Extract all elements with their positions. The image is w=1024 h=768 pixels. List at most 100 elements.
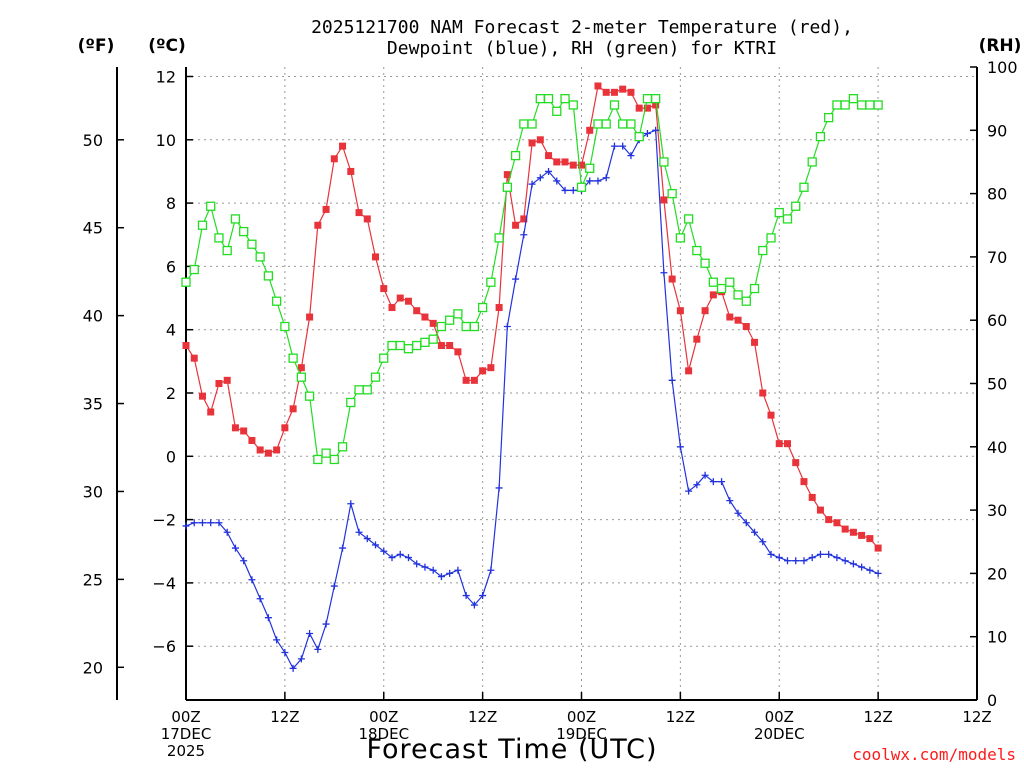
data-point bbox=[601, 119, 611, 129]
data-point bbox=[734, 509, 742, 517]
data-point bbox=[749, 283, 760, 294]
data-point bbox=[372, 541, 380, 549]
data-point bbox=[503, 323, 511, 331]
data-point bbox=[329, 454, 339, 465]
data-point bbox=[751, 338, 759, 346]
data-point bbox=[643, 104, 651, 112]
data-point bbox=[462, 376, 470, 384]
data-point bbox=[190, 354, 198, 362]
data-point bbox=[569, 161, 577, 169]
data-point bbox=[825, 516, 833, 524]
data-point bbox=[362, 385, 372, 395]
data-point bbox=[420, 337, 430, 348]
celsius-tick-label: 6 bbox=[166, 257, 176, 276]
data-point bbox=[602, 88, 610, 96]
data-point bbox=[304, 391, 315, 401]
data-point bbox=[264, 449, 272, 457]
data-point bbox=[271, 296, 282, 306]
data-point bbox=[512, 221, 520, 229]
data-point bbox=[791, 201, 801, 211]
series-0 bbox=[182, 82, 882, 552]
data-point bbox=[652, 126, 660, 134]
data-point bbox=[297, 364, 305, 372]
data-point bbox=[354, 385, 364, 395]
data-point bbox=[619, 85, 627, 93]
data-point bbox=[363, 215, 371, 223]
data-point bbox=[815, 131, 826, 142]
data-point bbox=[751, 528, 759, 536]
data-point bbox=[322, 620, 330, 628]
data-point bbox=[256, 595, 264, 603]
data-point bbox=[396, 294, 404, 302]
celsius-tick-label: 4 bbox=[166, 321, 176, 340]
data-point bbox=[759, 538, 767, 546]
data-point bbox=[701, 307, 709, 315]
x-tick-label: 12Z bbox=[468, 708, 497, 726]
data-point bbox=[742, 323, 750, 331]
data-point bbox=[602, 174, 610, 182]
data-point bbox=[355, 209, 363, 217]
data-point bbox=[552, 106, 562, 116]
data-point bbox=[816, 550, 824, 558]
data-point bbox=[775, 554, 783, 562]
chart-title-line-1: 2025121700 NAM Forecast 2-meter Temperat… bbox=[311, 17, 853, 38]
data-point bbox=[436, 321, 447, 332]
data-point bbox=[856, 100, 867, 110]
data-point bbox=[527, 119, 537, 129]
data-point bbox=[576, 182, 587, 192]
x-tick-label: 17DEC bbox=[161, 725, 212, 743]
data-point bbox=[273, 636, 281, 644]
series-line bbox=[185, 129, 879, 670]
data-point bbox=[701, 471, 709, 479]
data-point bbox=[726, 497, 734, 505]
data-point bbox=[742, 519, 750, 527]
celsius-tick-label: 2 bbox=[166, 384, 176, 403]
data-point bbox=[413, 560, 421, 568]
data-point bbox=[347, 500, 355, 508]
data-point bbox=[181, 277, 191, 287]
x-tick-label: 12Z bbox=[666, 708, 695, 726]
data-point bbox=[553, 158, 561, 166]
data-point bbox=[372, 253, 380, 261]
celsius-tick-label: −2 bbox=[152, 511, 176, 530]
data-point bbox=[545, 152, 553, 160]
rh-tick-label: 40 bbox=[987, 438, 1007, 457]
x-tick-label: 12Z bbox=[270, 708, 299, 726]
data-point bbox=[848, 94, 859, 104]
data-point bbox=[693, 481, 701, 489]
data-point bbox=[339, 544, 347, 552]
data-point bbox=[462, 592, 470, 600]
data-point bbox=[800, 557, 808, 565]
rh-unit-label: (RH) bbox=[979, 36, 1022, 56]
data-point bbox=[561, 158, 569, 166]
data-point bbox=[858, 563, 866, 571]
data-point bbox=[503, 171, 511, 179]
data-point bbox=[618, 119, 628, 129]
data-point bbox=[700, 258, 710, 268]
celsius-tick-label: −4 bbox=[152, 574, 176, 593]
data-point bbox=[306, 313, 314, 321]
data-point bbox=[379, 353, 389, 363]
data-point bbox=[256, 446, 264, 454]
data-point bbox=[643, 129, 651, 137]
data-point bbox=[676, 443, 684, 451]
data-point bbox=[849, 528, 857, 536]
data-point bbox=[486, 277, 496, 287]
data-point bbox=[782, 214, 793, 224]
data-point bbox=[866, 566, 874, 574]
data-point bbox=[610, 88, 618, 96]
data-point bbox=[446, 342, 454, 350]
data-point bbox=[248, 436, 256, 444]
data-point bbox=[692, 245, 702, 256]
data-point bbox=[273, 446, 281, 454]
x-tick-label: 00Z bbox=[171, 708, 200, 726]
data-point bbox=[858, 531, 866, 539]
data-point bbox=[206, 201, 216, 211]
data-point bbox=[231, 424, 239, 432]
data-point bbox=[873, 100, 883, 110]
data-point bbox=[685, 367, 693, 375]
data-point bbox=[627, 88, 635, 96]
data-point bbox=[626, 119, 636, 129]
data-point bbox=[561, 186, 569, 194]
data-point bbox=[297, 655, 305, 663]
